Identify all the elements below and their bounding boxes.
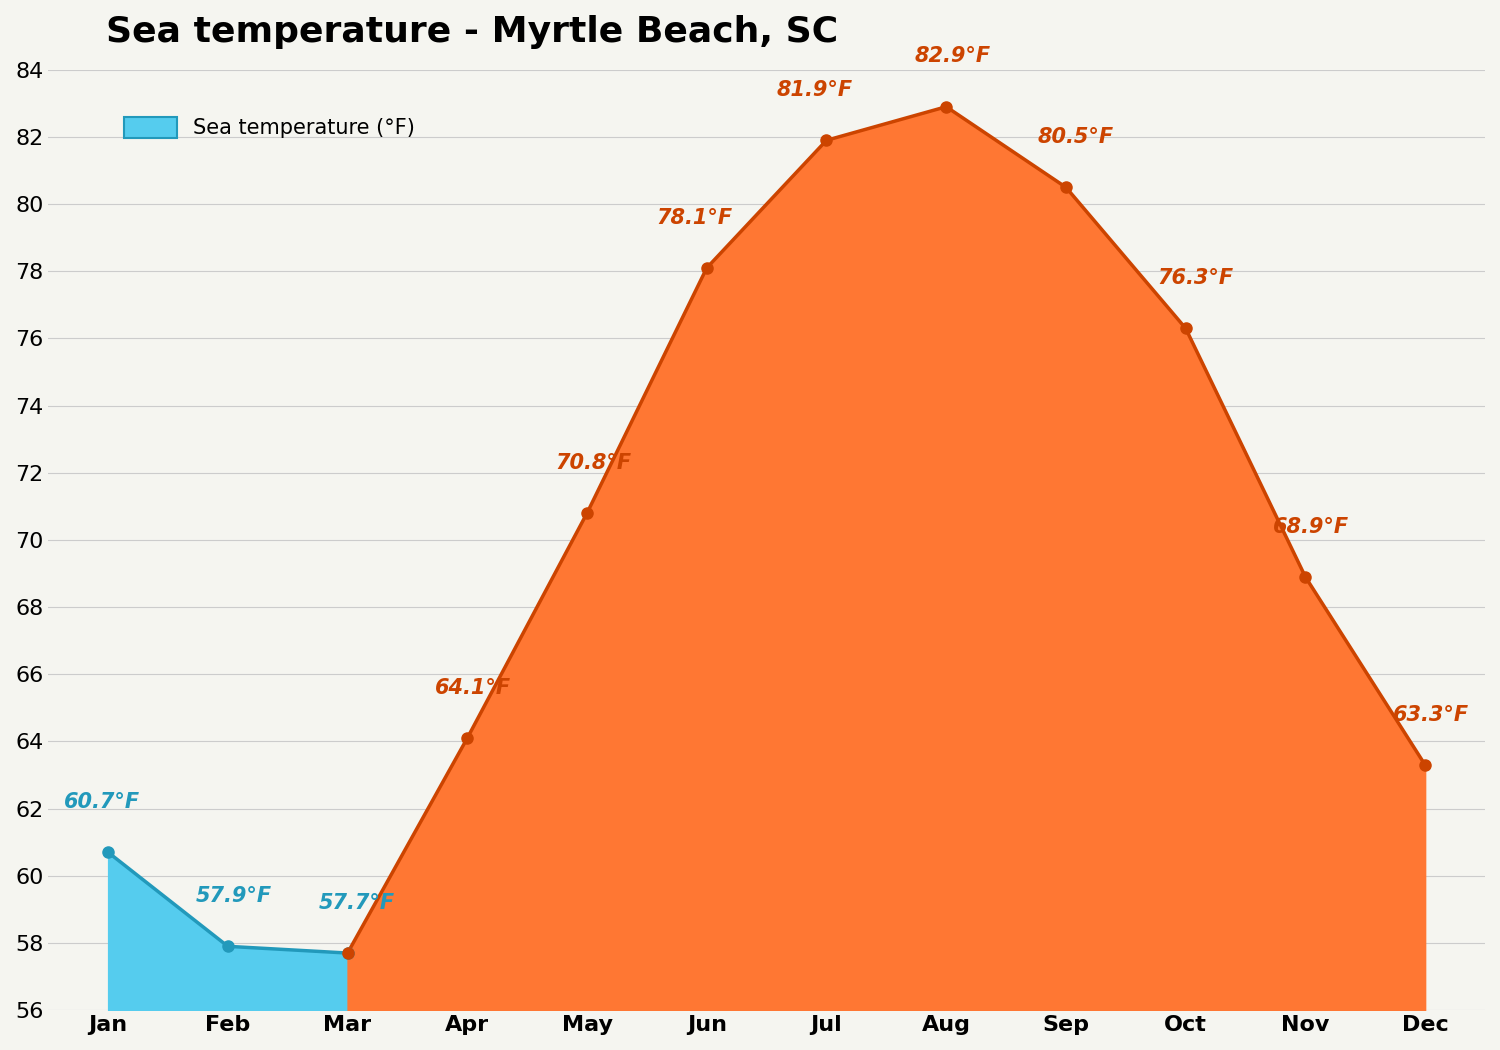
Text: 70.8°F: 70.8°F: [555, 453, 632, 472]
Text: 76.3°F: 76.3°F: [1156, 268, 1233, 288]
Text: 80.5°F: 80.5°F: [1038, 127, 1113, 147]
Text: 82.9°F: 82.9°F: [914, 46, 990, 66]
Text: 57.9°F: 57.9°F: [196, 886, 272, 906]
Text: 60.7°F: 60.7°F: [64, 792, 140, 812]
Text: Sea temperature - Myrtle Beach, SC: Sea temperature - Myrtle Beach, SC: [105, 15, 839, 49]
Text: 68.9°F: 68.9°F: [1274, 517, 1350, 537]
Text: 64.1°F: 64.1°F: [435, 678, 512, 698]
Legend: Sea temperature (°F): Sea temperature (°F): [116, 108, 423, 147]
Text: 81.9°F: 81.9°F: [777, 80, 852, 100]
Text: 78.1°F: 78.1°F: [657, 208, 734, 228]
Text: 63.3°F: 63.3°F: [1394, 705, 1468, 724]
Text: 57.7°F: 57.7°F: [320, 892, 394, 912]
